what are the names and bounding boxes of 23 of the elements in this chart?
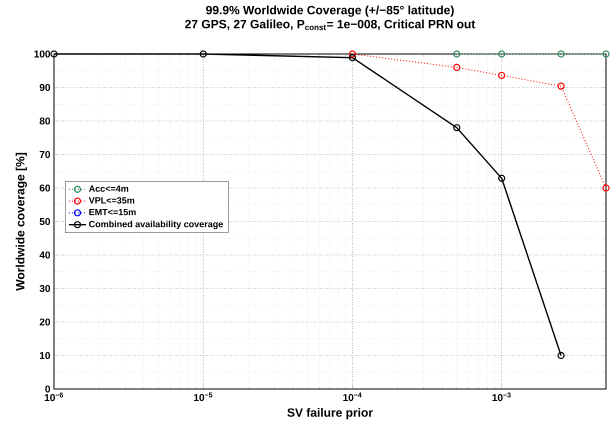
x-axis-title: SV failure prior <box>287 408 373 420</box>
y-tick-label: 60 <box>40 184 50 192</box>
x-tick-label: 10$^{−5}$ <box>194 392 212 402</box>
x-tick-label: 10$^{−4}$ <box>343 392 362 402</box>
y-tick-label: 80 <box>40 117 50 125</box>
y-tick-label: 20 <box>40 318 50 326</box>
y-tick-label: 50 <box>40 218 50 226</box>
chart-subtitle: 27 GPS, 27 Galileo, P$_{const}$= 1e−008, Critical PRN out <box>185 20 476 30</box>
legend-label: VPL<=35m <box>88 197 134 204</box>
y-tick-label: 40 <box>40 251 50 259</box>
legend-label: Acc<=4m <box>88 185 128 192</box>
legend-label: Combined availability coverage <box>89 220 223 230</box>
y-tick-label: 90 <box>40 84 50 92</box>
y-tick-label: 10 <box>40 352 50 360</box>
y-axis-title: Worldwide coverage [%] <box>16 152 27 291</box>
chart-title: 99.9% Worldwide Coverage (+/−85° latitude) <box>206 6 454 17</box>
y-tick-label: 0 <box>45 385 50 393</box>
x-tick-label: 10$^{−6}$ <box>44 392 64 402</box>
x-tick-label: 10$^{−3}$ <box>492 392 511 402</box>
legend-label: EMT<=15m <box>89 208 136 216</box>
y-tick-label: 30 <box>40 284 50 292</box>
y-tick-label: 70 <box>40 150 50 158</box>
y-tick-label: 100 <box>34 50 50 58</box>
